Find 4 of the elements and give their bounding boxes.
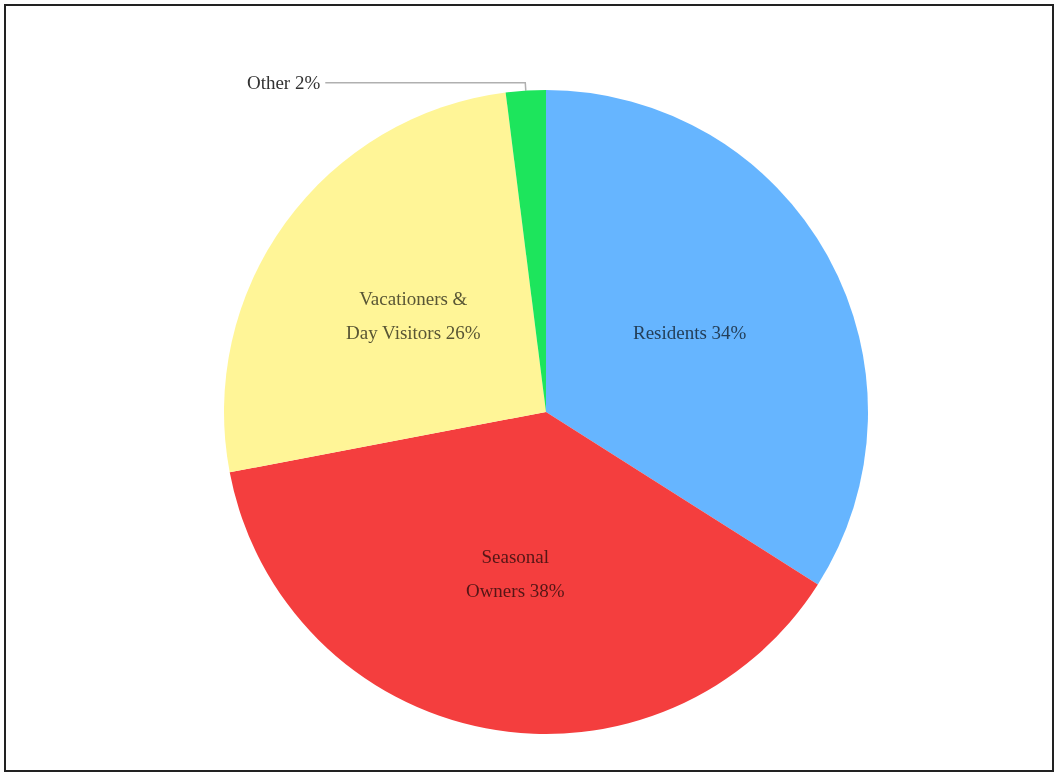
slice-label: Vacationers & Day Visitors 26%: [345, 288, 481, 344]
slice-label: Seasonal Owners 38%: [465, 545, 565, 601]
slice-label: Other 2%: [246, 72, 321, 94]
slice-label: Residents 34%: [632, 322, 747, 344]
